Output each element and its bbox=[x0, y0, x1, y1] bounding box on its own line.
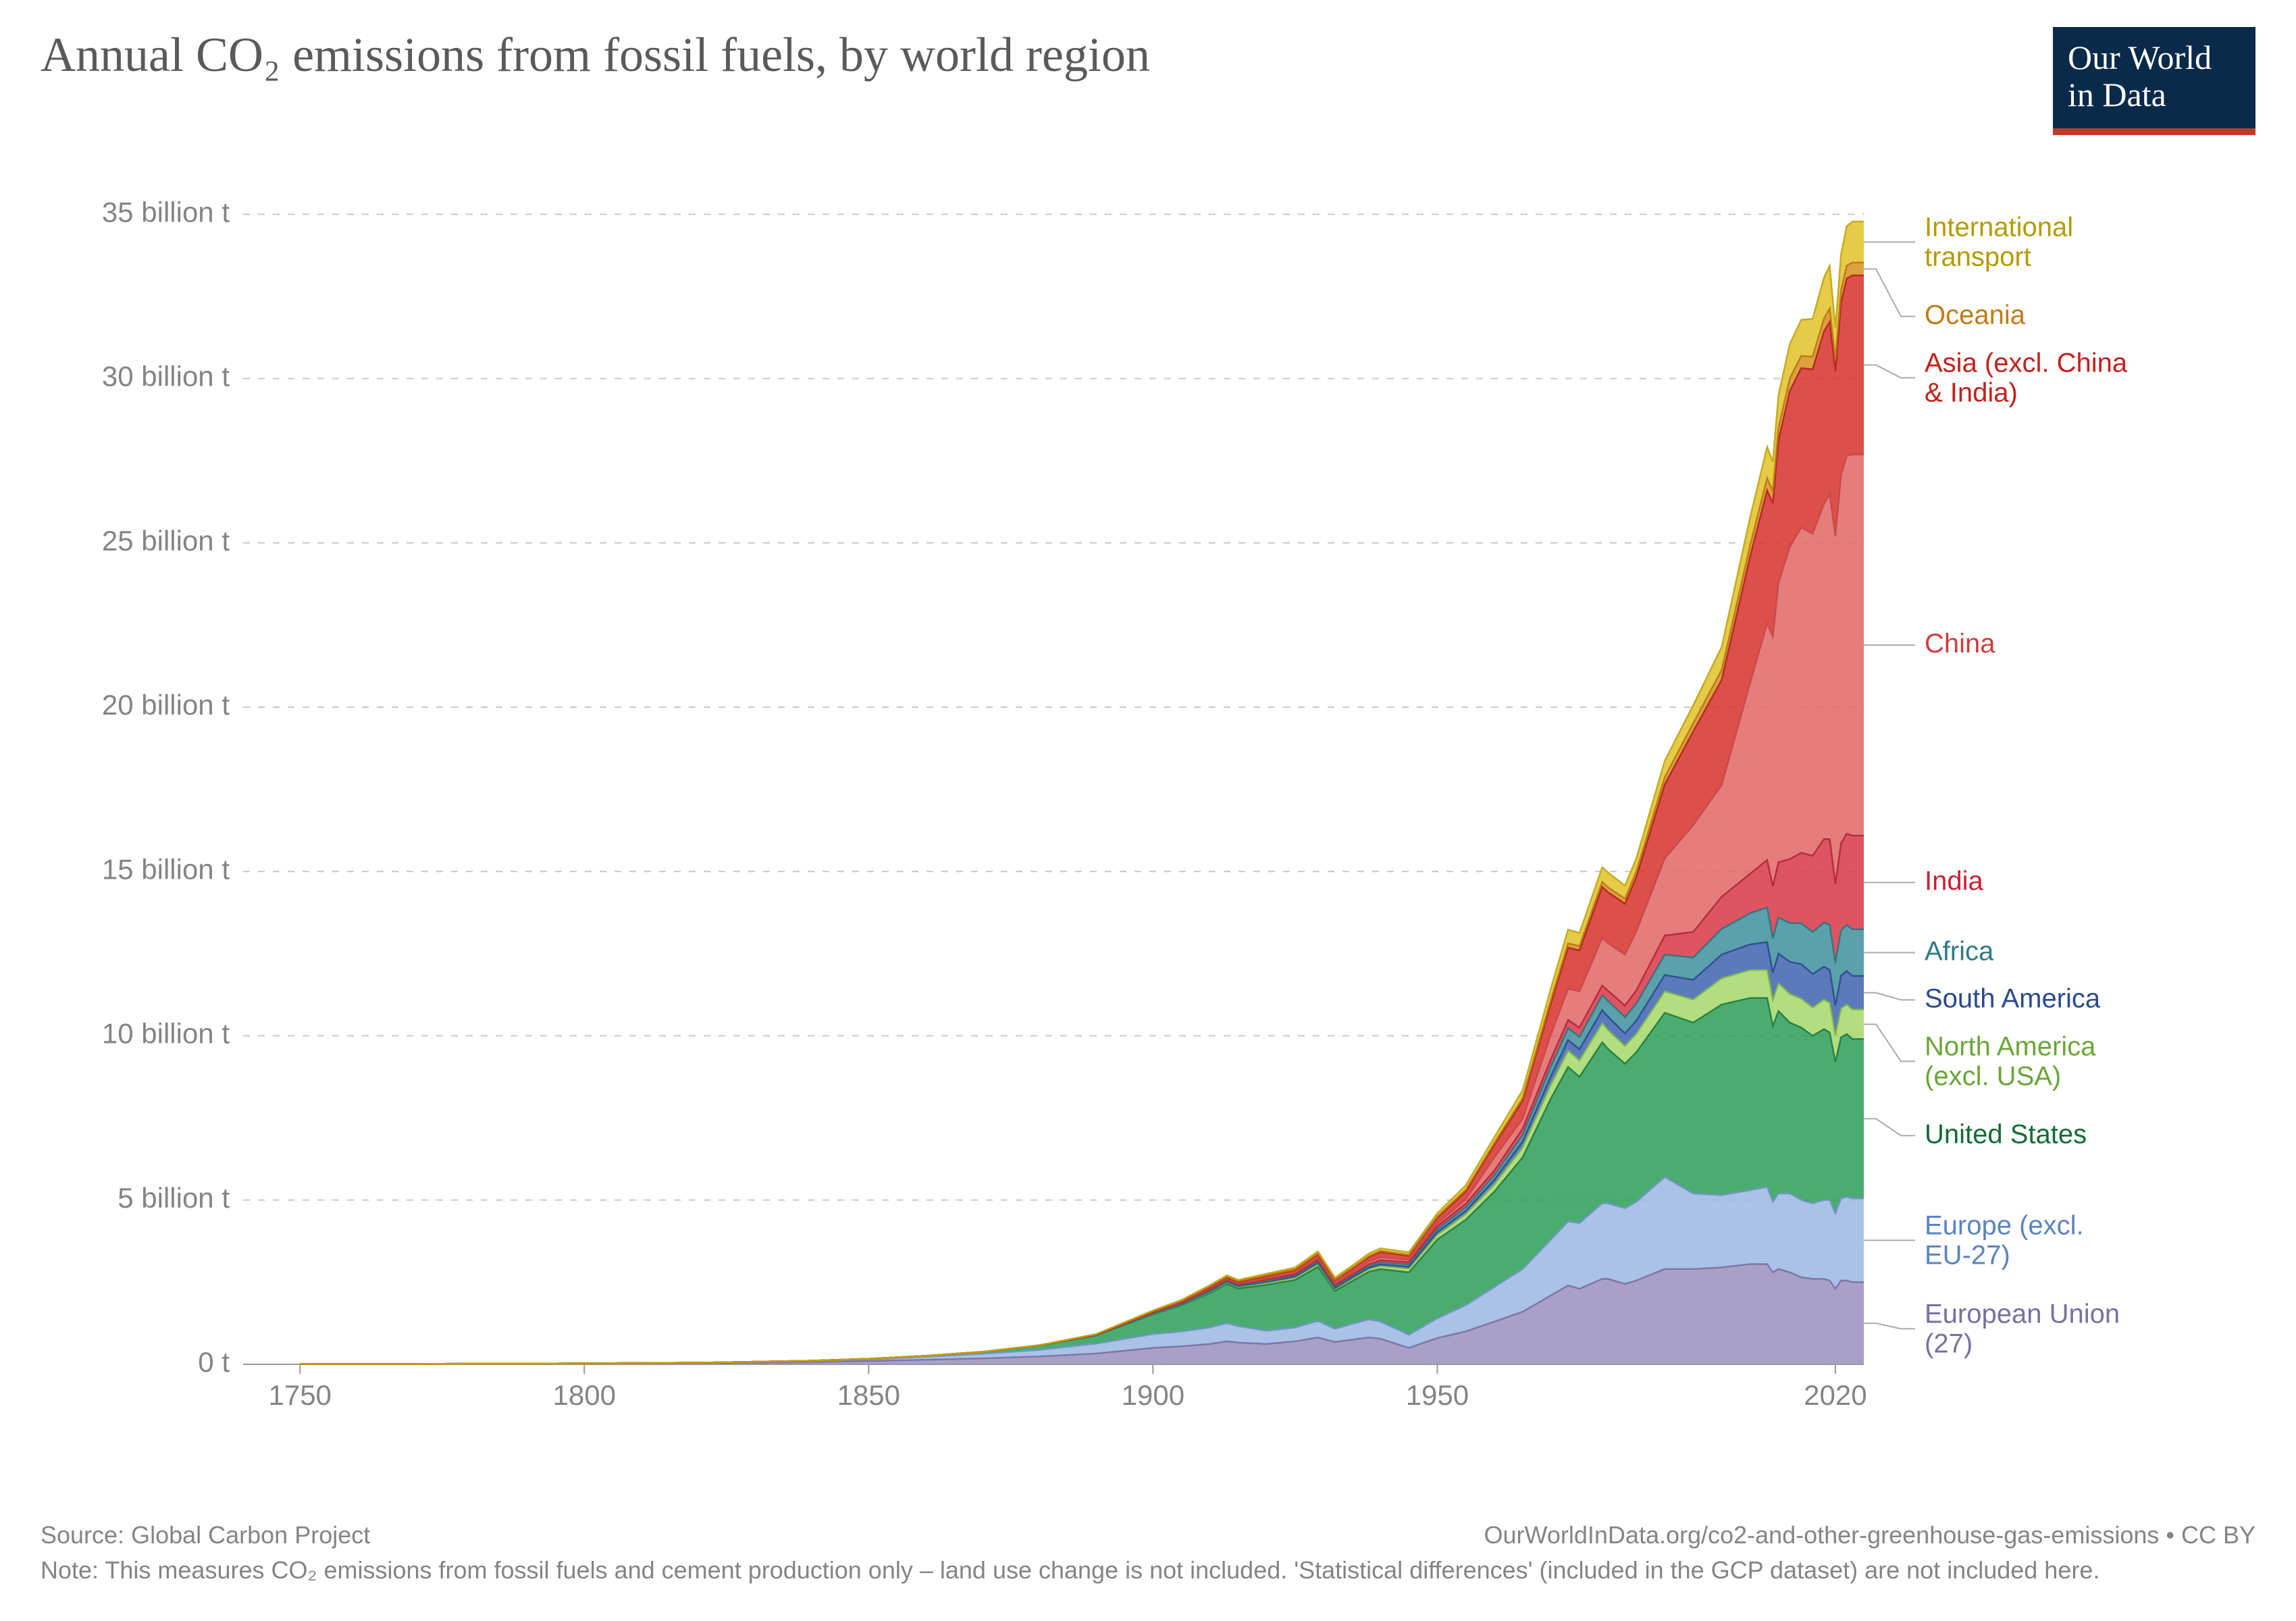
chart-title: Annual CO₂ emissions from fossil fuels, … bbox=[41, 27, 1150, 83]
owid-logo: Our World in Data bbox=[2053, 27, 2255, 135]
source-text: Source: Global Carbon Project bbox=[41, 1519, 370, 1552]
note-text: Note: This measures CO₂ emissions from f… bbox=[41, 1554, 2255, 1587]
y-tick-label: 10 billion t bbox=[102, 1018, 230, 1050]
y-tick-label: 25 billion t bbox=[102, 525, 230, 557]
x-tick-label: 1900 bbox=[1122, 1379, 1184, 1411]
x-tick-label: 1950 bbox=[1406, 1379, 1469, 1411]
legend-leader-na_other bbox=[1864, 1024, 1915, 1061]
attribution-link: OurWorldInData.org/co2-and-other-greenho… bbox=[1484, 1519, 2255, 1552]
legend-leader-oceania bbox=[1864, 269, 1915, 316]
legend-leader-asia_other bbox=[1864, 365, 1915, 378]
x-tick-label: 1800 bbox=[553, 1379, 616, 1411]
legend-label-india: India bbox=[1925, 866, 1983, 896]
y-tick-label: 30 billion t bbox=[102, 361, 230, 392]
chart-footer: Source: Global Carbon Project OurWorldIn… bbox=[41, 1519, 2255, 1587]
y-tick-label: 20 billion t bbox=[102, 689, 230, 721]
legend-leader-usa bbox=[1864, 1118, 1915, 1135]
x-tick-label: 2020 bbox=[1804, 1379, 1867, 1411]
y-tick-label: 5 billion t bbox=[118, 1182, 230, 1214]
legend-leader-south_america bbox=[1864, 993, 1915, 1000]
legend-label-south_america: South America bbox=[1925, 983, 2101, 1013]
y-tick-label: 0 t bbox=[198, 1346, 230, 1378]
legend-label-eu27: European Union(27) bbox=[1925, 1299, 2120, 1358]
legend-label-europe_other: Europe (excl.EU-27) bbox=[1925, 1210, 2084, 1270]
y-tick-label: 35 billion t bbox=[102, 196, 230, 228]
legend-label-usa: United States bbox=[1925, 1119, 2087, 1149]
x-tick-label: 1850 bbox=[837, 1379, 900, 1411]
legend-label-na_other: North America(excl. USA) bbox=[1925, 1031, 2096, 1091]
logo-line2: in Data bbox=[2068, 76, 2166, 113]
legend-label-asia_other: Asia (excl. China& India) bbox=[1925, 348, 2128, 407]
legend-label-intl_transport: Internationaltransport bbox=[1925, 212, 2073, 272]
chart-area: 0 t 5 billion t 10 billion t 15 billion t 20… bbox=[41, 122, 2255, 1445]
x-tick-label: 1750 bbox=[268, 1379, 331, 1411]
logo-line1: Our World bbox=[2068, 38, 2212, 76]
legend-label-africa: Africa bbox=[1925, 936, 1994, 966]
y-tick-label: 15 billion t bbox=[102, 853, 230, 885]
legend-label-oceania: Oceania bbox=[1925, 300, 2026, 330]
legend-leader-eu27 bbox=[1864, 1323, 1915, 1329]
legend-label-china: China bbox=[1925, 629, 1995, 659]
